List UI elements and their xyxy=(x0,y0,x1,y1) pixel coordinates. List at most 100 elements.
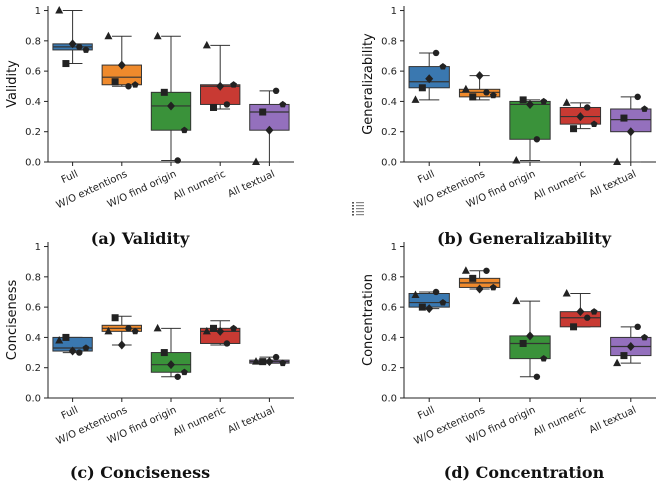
box-body xyxy=(150,91,192,131)
box-4 xyxy=(249,87,290,165)
legend-line xyxy=(356,205,364,207)
y-tick-label: 0.8 xyxy=(381,272,397,283)
data-point xyxy=(76,43,83,51)
panel-caption: (d) Concentration xyxy=(444,463,605,482)
data-point xyxy=(76,349,83,356)
data-point xyxy=(117,340,126,350)
data-point xyxy=(153,31,162,40)
box-3 xyxy=(559,288,602,331)
box-4 xyxy=(610,93,652,165)
data-point xyxy=(202,326,211,335)
y-tick-label: 0.8 xyxy=(25,272,41,283)
y-tick-label: 0.6 xyxy=(381,303,397,314)
data-point xyxy=(167,101,175,111)
legend-line xyxy=(356,202,364,204)
x-tick-label: Full xyxy=(60,405,80,422)
data-point xyxy=(210,324,218,332)
data-point xyxy=(55,6,64,14)
data-point xyxy=(279,359,287,367)
y-tick-label: 0.8 xyxy=(381,36,397,47)
data-point xyxy=(125,325,132,332)
data-point xyxy=(526,99,534,109)
data-point xyxy=(475,71,484,81)
box-1 xyxy=(458,266,501,294)
data-point xyxy=(432,49,440,57)
box-4 xyxy=(610,323,652,367)
data-point xyxy=(68,346,77,356)
x-tick-label: Full xyxy=(416,169,436,186)
data-point xyxy=(272,353,280,361)
data-point xyxy=(590,308,598,315)
data-point xyxy=(425,74,434,84)
data-point xyxy=(62,333,70,341)
box-3 xyxy=(200,320,241,347)
data-point xyxy=(570,323,578,331)
y-tick-label: 0.0 xyxy=(381,158,397,169)
box-body xyxy=(458,88,501,98)
data-point xyxy=(111,314,119,322)
data-point xyxy=(117,60,126,70)
legend-marker xyxy=(352,214,354,216)
box-0 xyxy=(52,333,93,356)
y-tick-label: 0.4 xyxy=(25,333,41,344)
data-point xyxy=(489,91,497,99)
y-tick-label: 0.4 xyxy=(25,97,41,108)
box-0 xyxy=(52,6,93,68)
data-point xyxy=(439,298,447,306)
data-point xyxy=(533,136,541,143)
y-tick-label: 0.4 xyxy=(381,333,397,344)
y-tick-label: 1 xyxy=(35,242,41,253)
y-tick-label: 0.6 xyxy=(381,67,397,78)
legend-line xyxy=(356,214,364,216)
data-point xyxy=(230,81,238,88)
y-tick-label: 0.2 xyxy=(381,363,397,374)
data-point xyxy=(202,40,211,49)
y-tick-label: 0.0 xyxy=(381,394,397,405)
data-point xyxy=(223,340,231,347)
data-point xyxy=(641,333,648,341)
data-point xyxy=(626,342,635,352)
data-point xyxy=(180,126,188,134)
data-point xyxy=(562,288,571,297)
legend-marker xyxy=(352,208,354,210)
y-tick-label: 0.2 xyxy=(381,127,397,138)
y-tick-label: 1 xyxy=(391,6,397,17)
y-axis-label: Concentration xyxy=(361,274,376,366)
data-point xyxy=(620,352,628,360)
data-point xyxy=(62,60,70,68)
legend-marker xyxy=(352,205,354,207)
data-point xyxy=(483,89,490,96)
data-point xyxy=(104,31,113,40)
data-point xyxy=(584,104,591,111)
data-point xyxy=(411,290,420,299)
box-0 xyxy=(408,288,450,314)
data-point xyxy=(223,101,231,108)
data-point xyxy=(265,357,274,367)
x-tick-label: All numeric xyxy=(532,405,588,439)
data-point xyxy=(519,96,527,104)
data-point xyxy=(216,81,225,91)
data-point xyxy=(272,87,280,95)
data-point xyxy=(252,357,261,365)
y-axis-label: Conciseness xyxy=(5,279,20,360)
data-point xyxy=(562,98,571,106)
y-tick-label: 0.0 xyxy=(25,158,41,169)
data-point xyxy=(620,114,628,122)
chart-panel-1: 0.00.20.40.60.81GeneralizabilityFullW/O … xyxy=(361,6,656,211)
data-point xyxy=(131,327,139,335)
box-4 xyxy=(249,353,290,367)
data-point xyxy=(461,84,470,93)
data-point xyxy=(160,88,168,96)
data-point xyxy=(131,81,139,88)
y-tick-label: 0.4 xyxy=(381,97,397,108)
data-point xyxy=(279,100,287,108)
x-tick-label: All numeric xyxy=(532,169,588,203)
box-2 xyxy=(150,31,192,164)
legend-icon xyxy=(352,202,364,216)
x-tick-label: All numeric xyxy=(172,405,228,439)
data-point xyxy=(540,355,548,362)
data-point xyxy=(626,127,635,137)
